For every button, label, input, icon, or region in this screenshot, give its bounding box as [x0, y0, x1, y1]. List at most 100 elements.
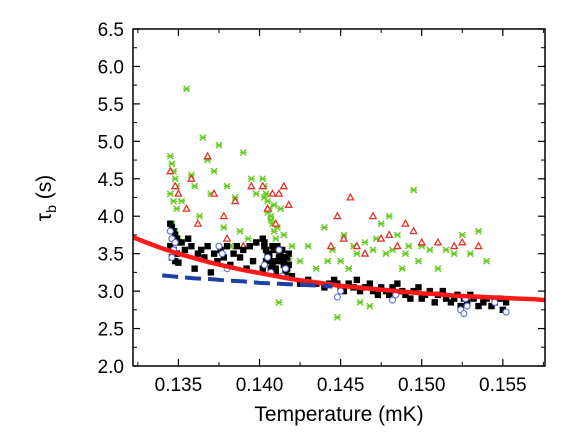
red-triangle-point [284, 200, 294, 209]
red-triangle-point [203, 151, 212, 160]
green-cross-point [377, 220, 385, 228]
black-square-point [267, 265, 275, 272]
y-tick-labels: 2.0 2.5 3.0 3.5 4.0 4.5 5.0 5.5 6.0 6.5 [98, 20, 124, 378]
black-square-point [261, 239, 268, 246]
red-triangle-point [258, 181, 268, 190]
green-cross-point [183, 85, 191, 93]
green-cross-point [442, 246, 450, 254]
black-square-point [285, 250, 292, 257]
black-square-point [230, 250, 237, 257]
open-circle-point [171, 238, 179, 246]
green-cross-point [414, 257, 422, 265]
red-triangle-point [230, 196, 240, 205]
black-square-point [253, 239, 260, 246]
green-cross-point [196, 212, 203, 220]
green-cross-point [244, 235, 252, 243]
green-cross-point [170, 197, 178, 205]
green-cross-point [345, 265, 353, 273]
green-cross-point [267, 216, 275, 224]
black-square-point [386, 291, 393, 299]
red-triangle-point [222, 233, 232, 242]
black-square-point [374, 291, 382, 299]
green-cross-point [324, 257, 332, 265]
green-cross-point [393, 231, 401, 239]
open-circle-point [463, 302, 471, 310]
green-cross-point [296, 257, 304, 265]
open-circle-point [460, 310, 468, 318]
open-circle-point [168, 253, 176, 261]
green-cross-point [410, 186, 418, 194]
x-tick-label: 0.135 [155, 375, 203, 396]
black-square-point [402, 291, 409, 299]
black-square-point [178, 239, 185, 246]
black-square-point [272, 265, 279, 272]
black-square-point [171, 231, 179, 239]
y-tick-label: 6.0 [98, 57, 124, 78]
green-cross-point [361, 238, 369, 246]
green-cross-point [171, 175, 179, 183]
green-cross-point [168, 160, 176, 168]
green-cross-point [215, 141, 223, 149]
red-triangle-point [182, 203, 191, 212]
x-tick-label: 0.155 [479, 375, 527, 396]
black-square-point [499, 306, 507, 314]
open-circle-point [337, 287, 345, 295]
red-triangle-point [401, 218, 410, 227]
y-tick-label: 2.5 [98, 320, 124, 341]
black-square-point [168, 224, 176, 231]
y-tick-label: 4.5 [98, 170, 124, 191]
black-square-point [249, 257, 257, 265]
black-square-point [197, 246, 205, 254]
black-square-point [450, 295, 458, 302]
black-square-point [288, 272, 296, 280]
red-triangle-point [433, 237, 443, 246]
red-triangle-point [271, 218, 281, 227]
plot-area [133, 85, 545, 321]
green-cross-point [405, 242, 413, 250]
green-cross-point [402, 250, 409, 258]
black-square-point [261, 242, 268, 250]
black-square-point [269, 261, 276, 269]
green-cross-point [356, 298, 364, 306]
open-circle-point [281, 265, 290, 273]
black-square-point [463, 299, 471, 306]
red-triangle-point [174, 189, 183, 197]
black-square-point [447, 299, 455, 306]
black-square-point [217, 246, 224, 254]
red-triangle-point [417, 237, 427, 246]
green-cross-point [191, 182, 199, 190]
green-cross-point [259, 175, 267, 183]
black-square-point [457, 302, 464, 310]
black-square-point [266, 250, 273, 257]
red-triangle-point [449, 241, 459, 250]
green-cross-point [252, 190, 260, 198]
green-cross-point [239, 149, 247, 157]
red-triangle-point [187, 174, 196, 182]
black-square-point [233, 242, 241, 250]
red-triangle-point [166, 166, 175, 175]
green-cross-point [398, 265, 406, 273]
y-tick-label: 4.0 [98, 207, 124, 228]
black-square-point [280, 261, 288, 269]
black-square-point [270, 246, 278, 254]
black-square-point [377, 284, 385, 291]
y-axis-label-subscript: b [43, 205, 59, 213]
green-cross-point [166, 152, 174, 160]
green-cross-point [483, 257, 491, 265]
green-cross-point [220, 223, 228, 231]
open-circle-point [502, 308, 510, 316]
red-triangle-point [268, 189, 277, 197]
red-triangle-point [193, 218, 203, 227]
plot-content [133, 85, 545, 321]
black-square-point [330, 276, 338, 284]
black-square-point [171, 257, 179, 265]
black-square-point [274, 257, 281, 265]
green-cross-point [275, 298, 283, 306]
green-cross-point [366, 302, 374, 310]
black-square-point [259, 235, 266, 242]
green-cross-point [272, 235, 280, 243]
black-square-point [204, 242, 211, 250]
black-square-point [240, 246, 247, 254]
red-triangle-point [346, 192, 355, 201]
green-cross-point [199, 134, 207, 142]
